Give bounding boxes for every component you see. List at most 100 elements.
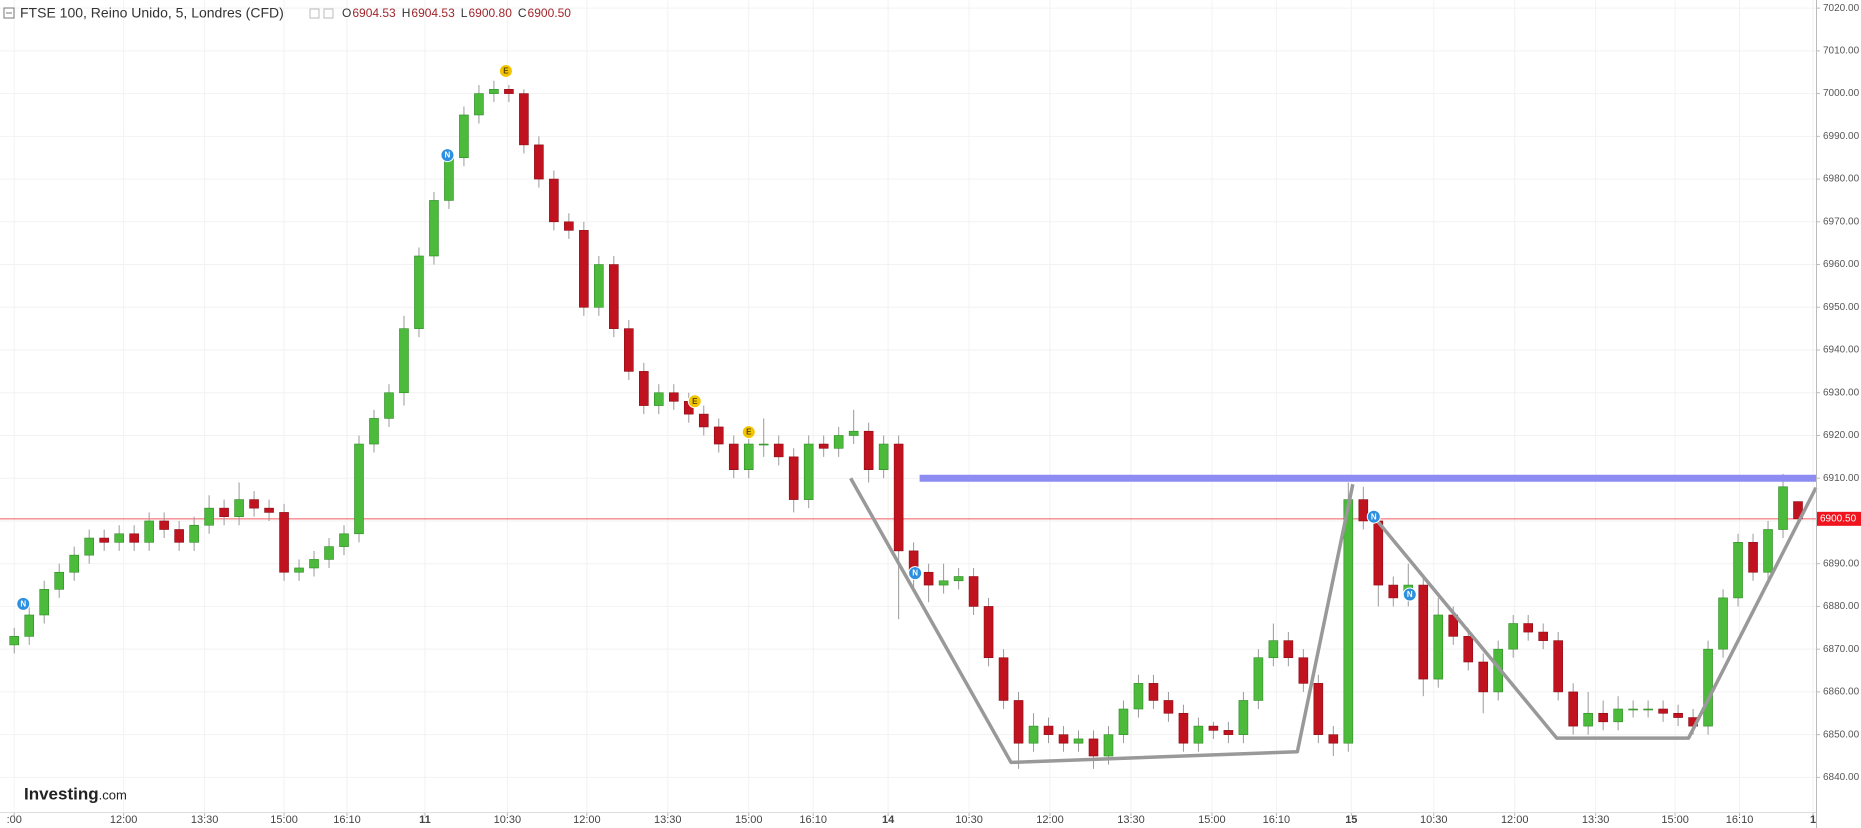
candle-body (1178, 712, 1189, 744)
candle-body (1748, 542, 1758, 573)
candle-body (1073, 738, 1084, 744)
candle-body (69, 554, 79, 573)
y-tick-label: 7020.00 (1823, 3, 1860, 14)
x-tick-label: 10:30 (955, 814, 983, 826)
ohlc-key: L (461, 6, 468, 20)
settings-icon[interactable] (309, 8, 320, 19)
candle-body (803, 443, 814, 500)
candle-body (324, 546, 334, 560)
candle-body (1703, 648, 1713, 727)
candle-body (129, 533, 139, 543)
candle-body (998, 657, 1009, 701)
x-tick-label: 15:00 (270, 814, 298, 826)
candle-body (1238, 700, 1249, 735)
candle-body (1013, 700, 1024, 744)
ohlc-key: C (518, 6, 527, 20)
y-tick-label: 6940.00 (1823, 345, 1860, 356)
event-marker (440, 148, 455, 163)
collapse-icon[interactable] (3, 7, 15, 19)
y-tick-label: 6990.00 (1823, 131, 1860, 142)
y-tick-label: 6850.00 (1823, 729, 1860, 740)
event-marker (498, 63, 513, 78)
candle-body (1388, 584, 1399, 599)
candle-body (1463, 636, 1474, 663)
candle-body (1568, 691, 1578, 727)
candle-body (653, 392, 664, 406)
x-tick-label: :00 (7, 814, 22, 826)
candle-body (1043, 725, 1054, 735)
candle-body (668, 392, 679, 402)
event-label: E (503, 67, 509, 76)
candle-body (399, 328, 409, 394)
x-tick-label: 16:10 (1263, 814, 1291, 826)
candle-body (1193, 725, 1204, 744)
x-tick-label: 13:30 (191, 814, 219, 826)
event-label: N (1371, 512, 1377, 521)
x-tick-label: 15 (1345, 814, 1357, 826)
candle-body (1793, 501, 1803, 520)
candle-body (174, 529, 184, 543)
ohlc-value: 6904.53 (352, 6, 396, 20)
pattern-line (1372, 486, 1818, 740)
x-tick-label: 12:00 (573, 814, 601, 826)
header: FTSE 100, Reino Unido, 5, Londres (CFD) … (3, 5, 572, 21)
candle-body (1148, 683, 1159, 701)
candle-body (773, 443, 784, 458)
candle-body (54, 571, 65, 590)
candle-body (384, 392, 394, 419)
event-label: N (20, 599, 26, 608)
watermark: Investing .com (24, 784, 127, 803)
y-tick-label: 6890.00 (1823, 558, 1860, 569)
candle-body (369, 418, 379, 445)
event-marker (741, 425, 756, 440)
candle-body (1673, 712, 1683, 718)
candle-body (1253, 657, 1264, 701)
ohlc-value: 6904.53 (411, 6, 455, 20)
watermark-suffix: .com (99, 787, 127, 802)
candle-body (728, 443, 739, 470)
x-tick-label: 15:00 (1661, 814, 1689, 826)
event-marker (687, 394, 702, 409)
candle-body (309, 559, 319, 569)
x-tick-label: 13:30 (654, 814, 682, 826)
y-tick-label: 7010.00 (1823, 45, 1860, 56)
x-tick-label: 1 (1810, 814, 1816, 826)
y-tick-label: 6970.00 (1823, 216, 1860, 227)
candle-body (1538, 631, 1548, 641)
candle-body (1313, 683, 1324, 735)
candle-body (354, 443, 364, 535)
event-marker (16, 596, 31, 611)
ohlc-value: 6900.80 (468, 6, 512, 20)
candle-body (624, 328, 634, 372)
y-tick-label: 6960.00 (1823, 259, 1860, 270)
candle-body (234, 499, 244, 517)
candle-body (1508, 623, 1519, 650)
x-tick-label: 16:10 (1726, 814, 1754, 826)
candle-body (1208, 725, 1219, 731)
event-marker (1366, 509, 1381, 524)
ohlc-value: 6900.50 (528, 6, 572, 20)
candle-body (1718, 597, 1728, 650)
x-tick-label: 13:30 (1582, 814, 1610, 826)
candle-body (264, 507, 274, 513)
y-tick-label: 6910.00 (1823, 473, 1860, 484)
y-tick-label: 6870.00 (1823, 644, 1860, 655)
event-marker (1402, 587, 1417, 602)
candle-body (1418, 584, 1429, 680)
event-marker (908, 566, 923, 581)
candle-body (938, 580, 949, 586)
close-icon[interactable] (323, 8, 334, 19)
ohlc-key: O (342, 6, 351, 20)
candle-body (459, 114, 469, 158)
candle-body (609, 264, 619, 329)
x-tick-label: 10:30 (1420, 814, 1448, 826)
candle-body (968, 576, 979, 607)
candle-body (1223, 730, 1234, 735)
candle-body (1643, 708, 1653, 711)
candle-body (1028, 725, 1039, 744)
candle-body (1733, 542, 1743, 599)
candle-body (84, 537, 94, 556)
candle-body (1268, 640, 1279, 659)
candle-body (1088, 738, 1099, 757)
